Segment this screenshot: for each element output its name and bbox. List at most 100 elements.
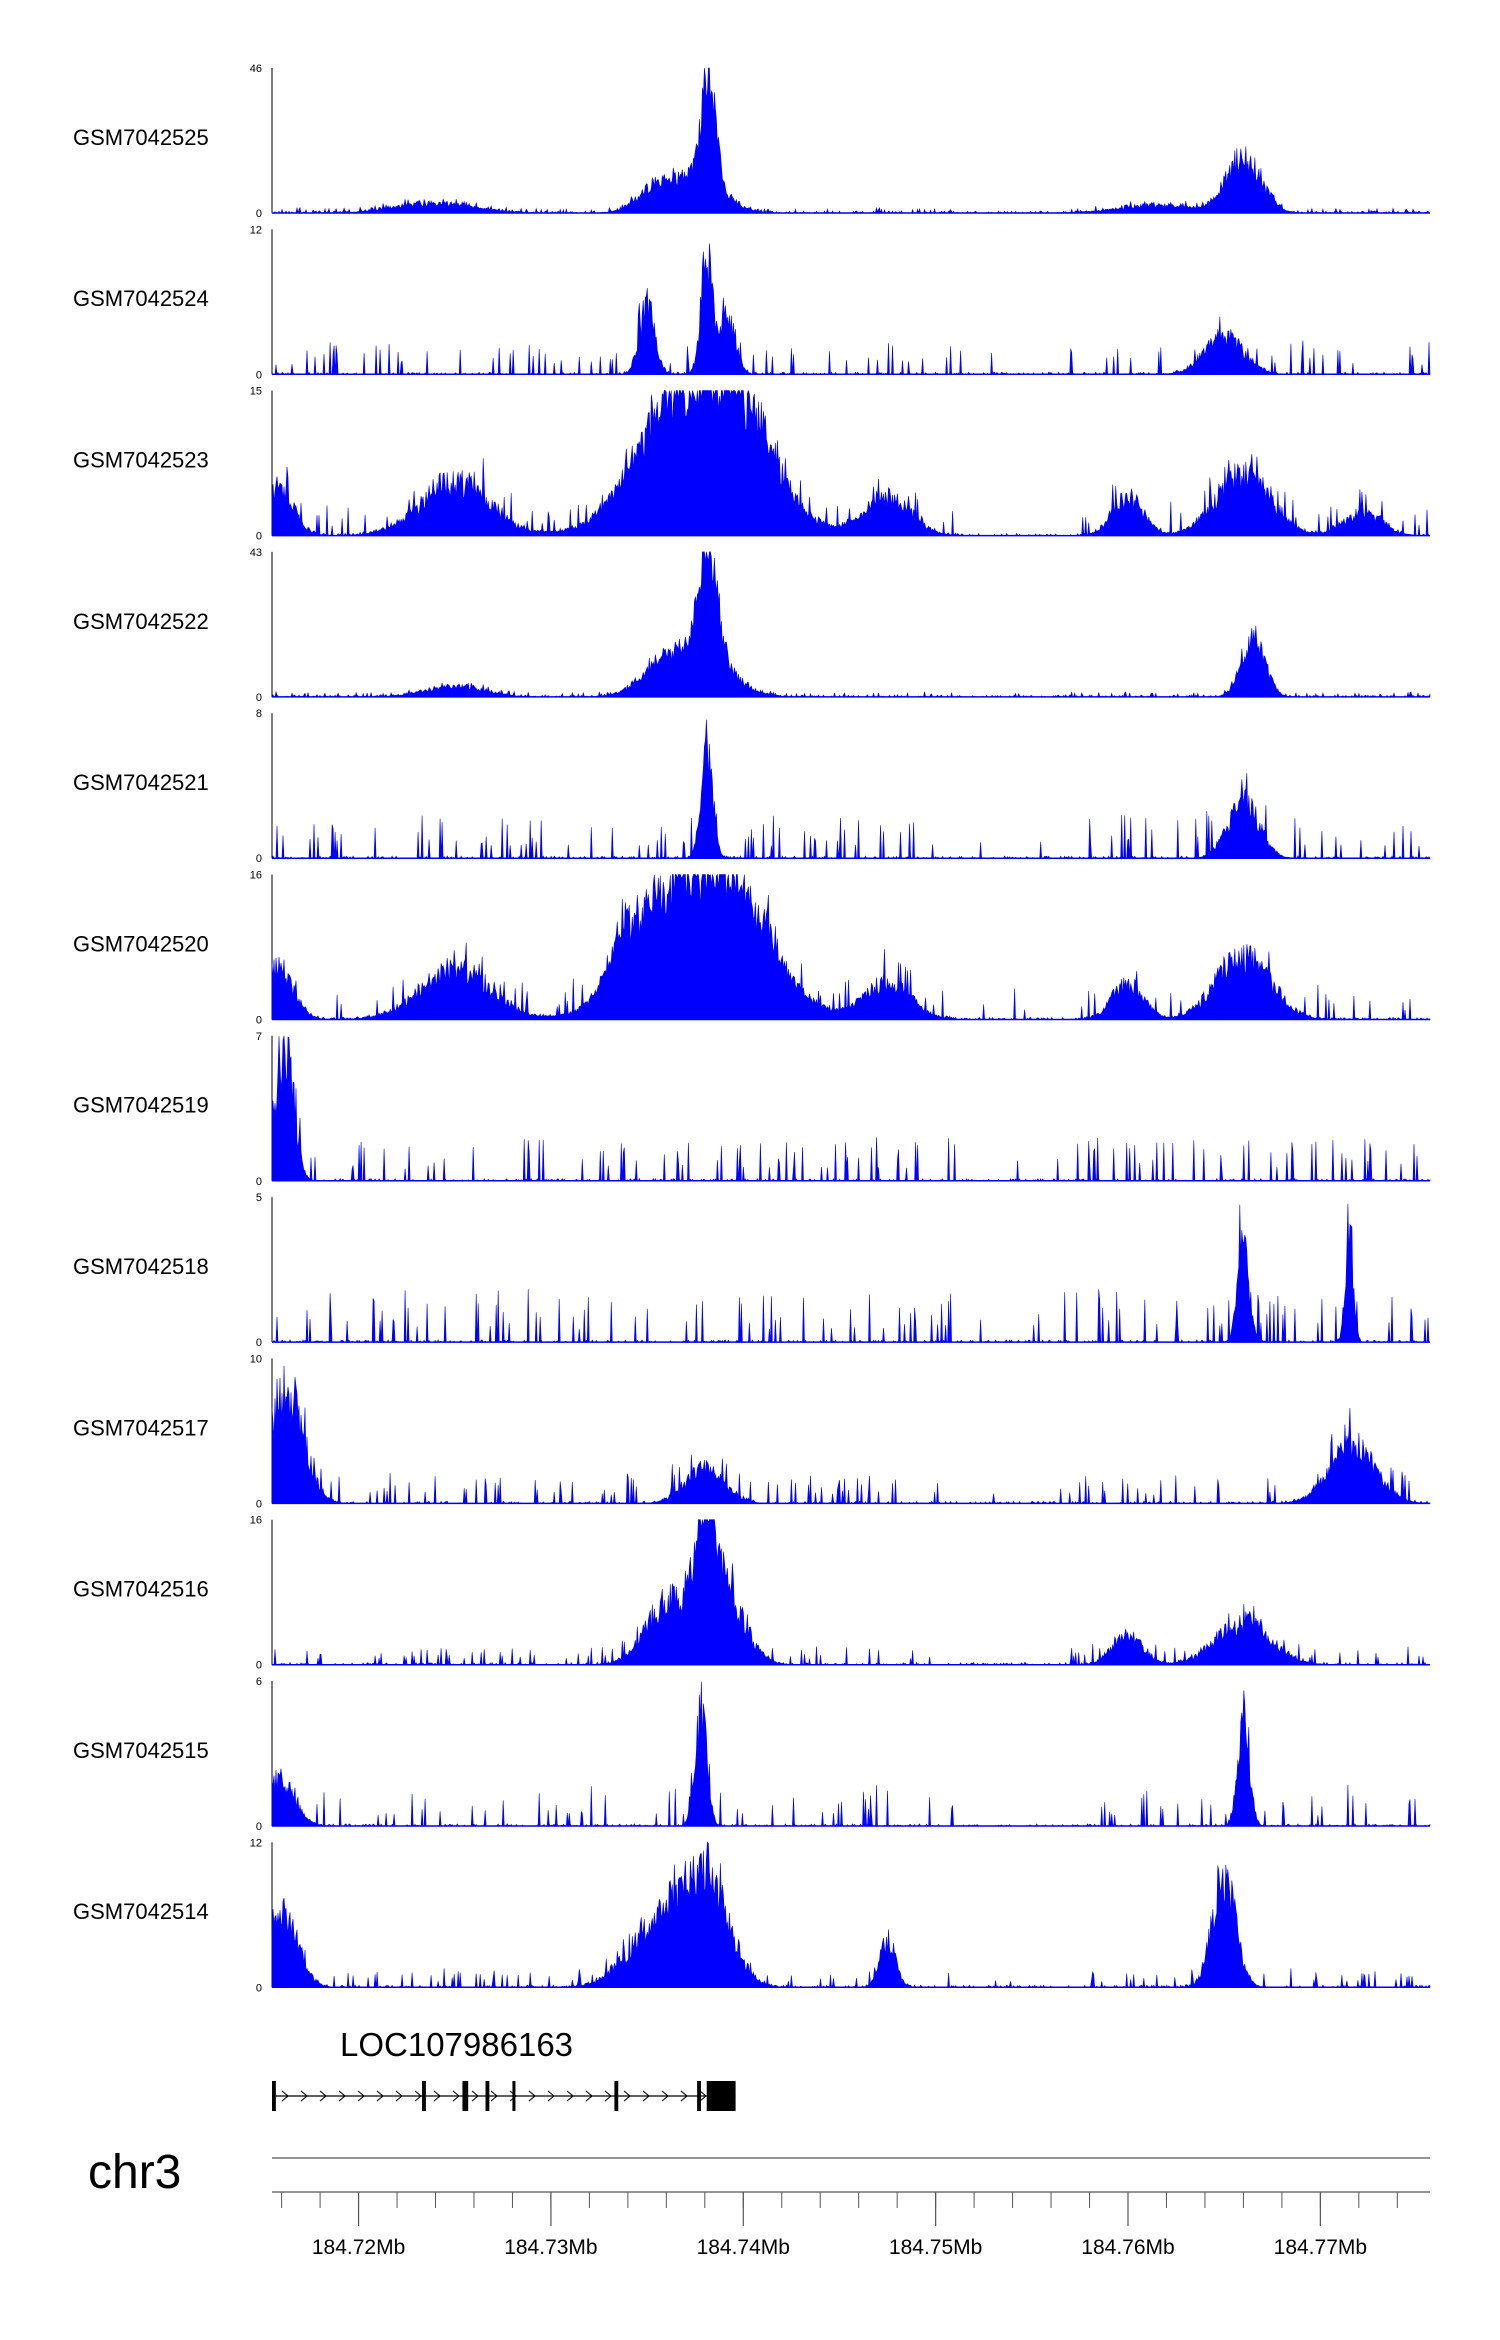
scale-max-label: 46: [250, 63, 262, 75]
scale-min-label: 0: [256, 208, 262, 220]
scale-max-label: 8: [256, 708, 262, 720]
coverage-track: GSM7042525 46 0: [73, 63, 1430, 220]
track-label: GSM7042522: [73, 609, 209, 634]
strand-arrow: [490, 2090, 498, 2102]
strand-arrow: [414, 2090, 422, 2102]
coverage-area: [271, 1035, 1431, 1182]
coverage-track: GSM7042516 16 0: [73, 1515, 1430, 1672]
axis-tick-label: 184.74Mb: [697, 2236, 790, 2259]
strand-arrow: [528, 2090, 536, 2102]
gene-track: LOC107986163: [272, 2026, 736, 2111]
axis-tick-label: 184.75Mb: [889, 2236, 982, 2259]
exon: [614, 2081, 619, 2111]
strand-arrow: [604, 2090, 612, 2102]
scale-max-label: 16: [250, 1515, 262, 1527]
coverage-area: [271, 1841, 1431, 1989]
strand-arrow: [433, 2090, 441, 2102]
exon: [462, 2081, 469, 2111]
scale-max-label: 7: [256, 1031, 262, 1043]
strand-arrow: [452, 2090, 460, 2102]
strand-arrow: [338, 2090, 346, 2102]
track-label: GSM7042516: [73, 1577, 209, 1602]
scale-min-label: 0: [256, 369, 262, 381]
track-label: GSM7042518: [73, 1254, 209, 1279]
track-label: GSM7042520: [73, 931, 209, 956]
genome-axis: 184.72Mb 184.73Mb 184.74Mb 184.75Mb 184.76Mb…: [272, 2157, 1430, 2259]
axis-tick-label: 184.73Mb: [504, 2236, 597, 2259]
scale-min-label: 0: [256, 1660, 262, 1672]
scale-min-label: 0: [256, 692, 262, 704]
strand-arrow: [471, 2090, 479, 2102]
track-label: GSM7042517: [73, 1415, 209, 1440]
exon: [422, 2081, 426, 2111]
coverage-area: [271, 1681, 1431, 1828]
scale-max-label: 6: [256, 1676, 262, 1688]
strand-arrow: [699, 2090, 707, 2102]
coverage-track: GSM7042520 16 0: [73, 870, 1431, 1027]
scale-min-label: 0: [256, 1015, 262, 1027]
scale-min-label: 0: [256, 1176, 262, 1188]
scale-min-label: 0: [256, 1982, 262, 1994]
track-label: GSM7042515: [73, 1738, 209, 1763]
coverage-area: [271, 67, 1430, 214]
coverage-area: [271, 873, 1431, 1021]
coverage-area: [272, 1519, 1430, 1666]
track-label: GSM7042521: [73, 770, 209, 795]
strand-arrow: [661, 2090, 669, 2102]
coverage-track: GSM7042518 5 0: [73, 1192, 1430, 1349]
coverage-track: GSM7042523 15 0: [73, 386, 1430, 543]
axis-tick-label: 184.77Mb: [1274, 2236, 1367, 2259]
scale-min-label: 0: [256, 853, 262, 865]
coverage-area: [271, 1365, 1431, 1505]
scale-max-label: 12: [250, 224, 262, 236]
strand-arrow: [642, 2090, 650, 2102]
exon: [706, 2081, 736, 2111]
track-label: GSM7042523: [73, 447, 209, 472]
coverage-area: [271, 389, 1430, 537]
exon: [272, 2081, 276, 2111]
gene-name: LOC107986163: [340, 2026, 573, 2063]
strand-arrow: [585, 2090, 593, 2102]
strand-arrow: [623, 2090, 631, 2102]
coverage-area: [272, 1203, 1430, 1344]
coverage-tracks: GSM7042525460GSM7042524120GSM7042523150G…: [73, 63, 1431, 1994]
scale-max-label: 12: [250, 1837, 262, 1849]
strand-arrow: [680, 2090, 688, 2102]
scale-max-label: 16: [250, 870, 262, 882]
scale-min-label: 0: [256, 531, 262, 543]
strand-arrow: [376, 2090, 384, 2102]
coverage-track: GSM7042524 12 0: [73, 224, 1431, 381]
scale-min-label: 0: [256, 1821, 262, 1833]
chromosome-label: chr3: [88, 2146, 181, 2199]
track-label: GSM7042519: [73, 1093, 209, 1118]
strand-arrow: [395, 2090, 403, 2102]
exon: [697, 2081, 701, 2111]
coverage-area: [272, 243, 1431, 376]
coverage-area: [271, 719, 1431, 860]
track-label: GSM7042514: [73, 1899, 209, 1924]
scale-max-label: 43: [250, 547, 262, 559]
coverage-track: GSM7042515 6 0: [73, 1676, 1431, 1833]
strand-arrow: [547, 2090, 555, 2102]
scale-max-label: 15: [250, 386, 262, 398]
exon: [512, 2081, 516, 2111]
coverage-track: GSM7042514 12 0: [73, 1837, 1431, 1994]
axis-tick-label: 184.72Mb: [312, 2236, 405, 2259]
exon: [485, 2081, 490, 2111]
strand-arrow: [319, 2090, 327, 2102]
coverage-track: GSM7042519 7 0: [73, 1031, 1431, 1188]
strand-arrow: [509, 2090, 517, 2102]
track-label: GSM7042524: [73, 286, 209, 311]
track-label: GSM7042525: [73, 125, 209, 150]
strand-arrow: [281, 2090, 289, 2102]
strand-arrow: [357, 2090, 365, 2102]
coverage-track: GSM7042522 43 0: [73, 547, 1431, 704]
scale-max-label: 5: [256, 1192, 262, 1204]
coverage-track: GSM7042521 8 0: [73, 708, 1431, 865]
scale-min-label: 0: [256, 1337, 262, 1349]
coverage-track: GSM7042517 10 0: [73, 1353, 1431, 1510]
axis-tick-label: 184.76Mb: [1081, 2236, 1174, 2259]
scale-max-label: 10: [250, 1353, 262, 1365]
coverage-area: [271, 551, 1431, 698]
